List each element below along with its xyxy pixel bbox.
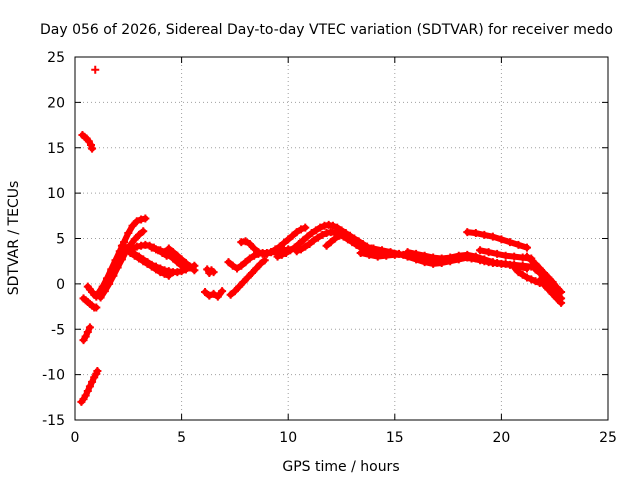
y-tick-label: -5 bbox=[51, 322, 65, 338]
y-tick-label: 15 bbox=[47, 141, 65, 157]
series-pass-g bbox=[164, 244, 199, 275]
series-late-e bbox=[476, 246, 536, 263]
series-mid-c bbox=[226, 256, 269, 299]
y-tick-label: 25 bbox=[47, 50, 65, 66]
y-tick-label: 5 bbox=[56, 232, 65, 248]
data-point bbox=[91, 65, 100, 74]
series-mid-b bbox=[201, 287, 227, 301]
x-tick-label: 15 bbox=[386, 430, 404, 446]
series-trace bbox=[84, 283, 100, 300]
series-early-descending bbox=[77, 366, 102, 406]
series-trace bbox=[80, 295, 100, 311]
series-early-negative bbox=[79, 323, 94, 345]
series-trace bbox=[536, 277, 565, 306]
x-tick-label: 20 bbox=[492, 430, 510, 446]
chart-title: Day 056 of 2026, Sidereal Day-to-day VTE… bbox=[40, 22, 613, 38]
x-tick-label: 10 bbox=[279, 430, 297, 446]
series-trace bbox=[204, 266, 217, 276]
series-pass-e bbox=[126, 249, 173, 280]
series-trace bbox=[80, 324, 93, 344]
series-late-i bbox=[535, 276, 566, 307]
data-points bbox=[77, 65, 566, 406]
series-pass-f bbox=[147, 243, 190, 274]
plot-frame bbox=[74, 56, 609, 421]
series-trace bbox=[202, 288, 226, 300]
y-tick-label: -15 bbox=[42, 413, 65, 429]
series-early-high bbox=[78, 131, 97, 153]
series-trace bbox=[127, 250, 172, 279]
y-axis-label: SDTVAR / TECUs bbox=[6, 181, 22, 296]
x-axis-label: GPS time / hours bbox=[282, 459, 399, 475]
series-trace bbox=[227, 257, 268, 298]
x-tick-label: 25 bbox=[599, 430, 617, 446]
series-mid-e bbox=[237, 223, 310, 258]
series-early-lower-left bbox=[79, 294, 101, 312]
y-tick-label: 20 bbox=[47, 95, 65, 111]
series-trace bbox=[477, 247, 535, 262]
series-trace bbox=[524, 253, 565, 295]
series-trace bbox=[464, 229, 530, 251]
series-trace bbox=[323, 231, 373, 253]
series-late-g bbox=[522, 252, 566, 297]
series-outlier bbox=[91, 65, 100, 74]
x-tick-label: 5 bbox=[177, 430, 186, 446]
y-tick-label: 10 bbox=[47, 186, 65, 202]
series-trace bbox=[532, 266, 565, 302]
series-trace bbox=[238, 224, 309, 257]
x-tick-label: 0 bbox=[71, 430, 80, 446]
series-trace bbox=[165, 245, 198, 274]
x-tick-labels: 0 5 10 15 20 25 bbox=[71, 430, 617, 446]
series-trace bbox=[511, 264, 543, 286]
y-tick-label: 0 bbox=[56, 277, 65, 293]
y-tick-label: -10 bbox=[42, 368, 65, 384]
series-trace bbox=[404, 249, 496, 266]
series-late-d bbox=[463, 228, 531, 252]
series-trace bbox=[78, 368, 101, 405]
series-trace bbox=[148, 244, 189, 273]
grid-lines bbox=[75, 57, 608, 420]
series-mid-a bbox=[203, 265, 218, 277]
series-trace bbox=[79, 132, 96, 152]
series-mid-h bbox=[322, 229, 374, 254]
y-tick-labels: -15 -10 -5 0 5 10 15 20 25 bbox=[42, 50, 65, 429]
series-late-c bbox=[403, 248, 497, 267]
